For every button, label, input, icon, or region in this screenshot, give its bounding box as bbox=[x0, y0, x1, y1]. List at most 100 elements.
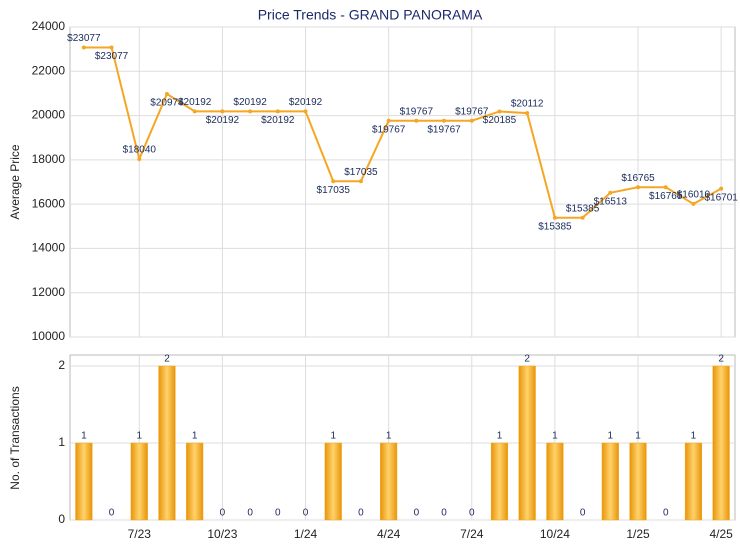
bar bbox=[158, 365, 176, 521]
data-label: 0 bbox=[663, 508, 669, 519]
data-label: $15385 bbox=[538, 221, 572, 232]
point bbox=[691, 201, 696, 206]
y-tick-label: 10000 bbox=[32, 329, 66, 343]
x-tick-label: 1/24 bbox=[294, 527, 318, 541]
data-label: $17035 bbox=[344, 167, 378, 178]
data-label: 1 bbox=[552, 431, 558, 442]
data-label: $16010 bbox=[677, 190, 711, 201]
y-tick-label: 16000 bbox=[32, 196, 66, 210]
data-label: $20192 bbox=[178, 97, 212, 108]
data-label: 0 bbox=[441, 508, 447, 519]
data-label: 1 bbox=[330, 431, 336, 442]
point bbox=[81, 45, 86, 50]
data-label: $20192 bbox=[233, 97, 267, 108]
data-label: $16513 bbox=[594, 196, 628, 207]
point bbox=[580, 215, 585, 220]
data-label: $18040 bbox=[123, 145, 157, 156]
data-label: 0 bbox=[220, 508, 226, 519]
y-tick-label: 0 bbox=[58, 512, 65, 526]
bar bbox=[712, 365, 730, 521]
point bbox=[358, 179, 363, 184]
line bbox=[83, 46, 722, 219]
data-label: $23077 bbox=[95, 51, 129, 62]
x-tick-label: 7/23 bbox=[128, 527, 152, 541]
data-label: 0 bbox=[358, 508, 364, 519]
y-axis-label: No. of Transactions bbox=[8, 386, 22, 489]
point bbox=[192, 109, 197, 114]
point bbox=[663, 185, 668, 190]
data-label: 0 bbox=[303, 508, 309, 519]
x-tick-label: 10/23 bbox=[207, 527, 237, 541]
y-tick-label: 1 bbox=[58, 435, 65, 449]
data-label: 1 bbox=[608, 431, 614, 442]
data-label: 1 bbox=[136, 431, 142, 442]
x-tick-label: 1/25 bbox=[626, 527, 650, 541]
data-label: 0 bbox=[580, 508, 586, 519]
data-label: 0 bbox=[469, 508, 475, 519]
chart-title: Price Trends - GRAND PANORAMA bbox=[258, 7, 483, 23]
y-tick-label: 14000 bbox=[32, 241, 66, 255]
data-label: $20192 bbox=[206, 115, 240, 126]
data-label: $23077 bbox=[67, 33, 101, 44]
bar bbox=[518, 365, 536, 521]
bar bbox=[601, 442, 619, 521]
data-label: $20974 bbox=[150, 98, 184, 109]
data-label: $20192 bbox=[261, 115, 295, 126]
bar bbox=[324, 442, 342, 521]
bar bbox=[186, 442, 204, 521]
data-label: $17035 bbox=[317, 185, 351, 196]
point bbox=[137, 156, 142, 161]
point bbox=[608, 190, 613, 195]
point bbox=[303, 109, 308, 114]
data-label: 1 bbox=[635, 431, 641, 442]
point bbox=[552, 215, 557, 220]
data-label: $16765 bbox=[649, 191, 683, 202]
point bbox=[275, 109, 280, 114]
y-axis-label: Average Price bbox=[8, 144, 22, 219]
data-label: 0 bbox=[109, 508, 115, 519]
point bbox=[109, 45, 114, 50]
point bbox=[469, 118, 474, 123]
bar bbox=[490, 442, 509, 521]
point bbox=[636, 185, 641, 190]
point bbox=[497, 109, 502, 114]
data-label: 2 bbox=[718, 354, 724, 365]
bar bbox=[684, 442, 702, 521]
point bbox=[248, 109, 253, 114]
x-tick-label: 7/24 bbox=[460, 527, 484, 541]
x-tick-label: 4/24 bbox=[377, 527, 401, 541]
bar bbox=[380, 442, 398, 521]
point bbox=[164, 92, 169, 97]
data-label: 0 bbox=[414, 508, 420, 519]
data-label: 0 bbox=[275, 508, 281, 519]
point bbox=[442, 118, 447, 123]
data-label: $19767 bbox=[427, 124, 461, 135]
y-tick-label: 22000 bbox=[32, 63, 66, 77]
data-label: 1 bbox=[192, 431, 198, 442]
data-label: 0 bbox=[247, 508, 253, 519]
bar bbox=[546, 442, 564, 521]
data-label: 1 bbox=[691, 431, 697, 442]
data-label: $16765 bbox=[621, 173, 655, 184]
data-label: $19767 bbox=[372, 124, 406, 135]
data-label: 1 bbox=[497, 431, 503, 442]
data-label: 2 bbox=[164, 354, 170, 365]
bar bbox=[629, 442, 647, 521]
data-label: $16701 bbox=[704, 192, 738, 203]
y-tick-label: 20000 bbox=[32, 108, 66, 122]
data-label: $15385 bbox=[566, 203, 600, 214]
y-tick-label: 12000 bbox=[32, 285, 66, 299]
point bbox=[414, 118, 419, 123]
data-label: $19767 bbox=[400, 106, 434, 117]
x-tick-label: 4/25 bbox=[709, 527, 733, 541]
point bbox=[331, 179, 336, 184]
data-label: $20185 bbox=[483, 115, 517, 126]
y-tick-label: 18000 bbox=[32, 152, 66, 166]
data-label: $19767 bbox=[455, 106, 489, 117]
point bbox=[525, 111, 530, 116]
x-tick-label: 10/24 bbox=[540, 527, 570, 541]
y-tick-label: 2 bbox=[58, 358, 65, 372]
data-label: $20112 bbox=[511, 99, 544, 110]
point bbox=[719, 186, 724, 191]
